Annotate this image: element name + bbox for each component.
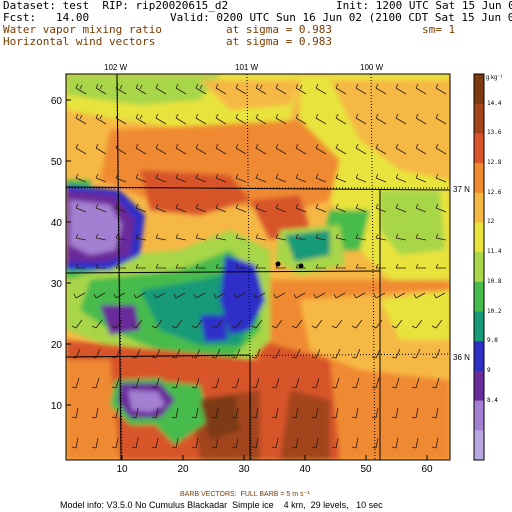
colorbar-label: 12.6 — [487, 188, 502, 196]
field1-smoothing: sm= 1 — [422, 23, 456, 36]
colorbar-swatch — [474, 192, 484, 223]
x-tick-label: 50 — [360, 464, 372, 475]
field2-level: at sigma = 0.983 — [226, 35, 332, 48]
colorbar-label: 10.2 — [487, 307, 502, 315]
colorbar-label: 12.8 — [487, 159, 502, 167]
model-info: Model info: V3.5.0 No Cumulus Blackadar … — [60, 500, 383, 510]
colorbar-label: 14.4 — [487, 99, 502, 107]
x-tick-label: 60 — [421, 464, 433, 475]
x-tick-label: 10 — [116, 464, 128, 475]
plot-frame — [65, 73, 451, 461]
colorbar-label: 9.8 — [487, 337, 498, 345]
colorbar-swatch — [474, 103, 484, 134]
field1-name: Water vapor mixing ratio — [3, 23, 162, 36]
colorbar-swatch — [474, 370, 484, 402]
colorbar-swatch — [474, 74, 484, 105]
field2-name: Horizontal wind vectors — [3, 35, 156, 48]
colorbar-swatch — [474, 252, 484, 283]
y-tick-label: 60 — [51, 96, 63, 107]
wind-barbs — [71, 83, 447, 449]
colorbar-swatch — [474, 430, 484, 461]
colorbar-label: 8.4 — [487, 396, 498, 404]
colorbar-swatch — [474, 281, 484, 313]
y-tick-label: 10 — [51, 401, 63, 412]
moisture-field — [66, 74, 450, 460]
dataset-label: Dataset: test RIP: rip20020615_d2 — [3, 0, 229, 12]
y-tick-label: 50 — [51, 157, 63, 168]
colorbar-label: 9 — [487, 366, 491, 374]
y-tick-label: 20 — [51, 340, 63, 351]
colorbar-swatch — [474, 341, 484, 372]
x-tick-label: 40 — [299, 464, 311, 475]
lon-label: 100 W — [360, 63, 384, 72]
x-tick-label: 30 — [238, 464, 250, 475]
colorbar-swatch — [474, 222, 484, 253]
colorbar-frame — [473, 73, 485, 461]
colorbar-label: 13.6 — [487, 129, 502, 137]
y-tick-label: 30 — [51, 279, 63, 290]
axis-ticks — [66, 99, 428, 460]
lat-label: 36 N — [453, 353, 470, 362]
station-dot — [298, 263, 304, 269]
colorbar-swatch — [474, 163, 484, 194]
valid-time: Valid: 0200 UTC Sun 16 Jun 02 (2100 CDT … — [170, 11, 512, 24]
colorbar-unit: g kg⁻¹ — [486, 75, 503, 81]
barb-vector-note: BARB VECTORS: FULL BARB = 5 m s⁻¹ — [180, 491, 310, 498]
colorbar — [473, 73, 485, 461]
forecast-hour: Fcst: 14.00 — [3, 11, 90, 24]
colorbar-label: 10.8 — [487, 277, 502, 285]
colorbar-swatch — [474, 311, 484, 342]
colorbar-label: 12 — [487, 218, 495, 226]
colorbar-label: 11.4 — [487, 248, 502, 256]
lon-label: 101 W — [235, 63, 259, 72]
colorbar-swatch — [474, 133, 484, 164]
init-time: Init: 1200 UTC Sat 15 Jun 02 — [336, 0, 512, 12]
x-tick-label: 20 — [177, 464, 189, 475]
lon-label: 102 W — [104, 63, 128, 72]
colorbar-swatch — [474, 400, 484, 431]
y-tick-label: 40 — [51, 218, 63, 229]
field1-level: at sigma = 0.983 — [226, 23, 332, 36]
lat-label: 37 N — [453, 185, 470, 194]
station-dot — [275, 261, 281, 267]
